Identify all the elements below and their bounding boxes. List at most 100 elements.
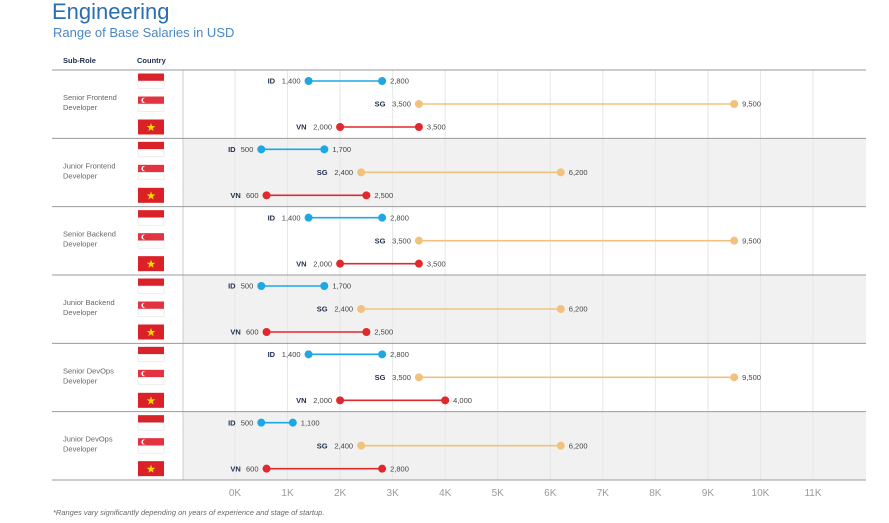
min-dot	[257, 281, 266, 290]
role-label: Junior DevOps	[63, 435, 113, 444]
min-label: 500	[241, 282, 254, 291]
chart-title: Engineering	[52, 0, 170, 24]
flag-stripe-red	[138, 96, 164, 104]
flag-stripe-white	[137, 422, 165, 431]
role-label: Developer	[63, 171, 98, 180]
country-code: VN	[296, 259, 306, 268]
role-label: Junior Backend	[63, 298, 115, 307]
x-tick-label: 1K	[281, 488, 294, 499]
x-tick-label: 3K	[387, 488, 400, 499]
flag-stripe-red	[138, 210, 164, 218]
x-tick-label: 2K	[334, 488, 347, 499]
max-dot	[378, 350, 387, 359]
max-dot	[362, 191, 371, 200]
flag-star	[146, 464, 156, 473]
min-label: 3,500	[392, 100, 411, 109]
max-label: 3,500	[427, 259, 446, 268]
min-label: 600	[246, 464, 259, 473]
country-code: VN	[296, 396, 306, 405]
min-dot	[357, 441, 366, 450]
country-code: ID	[228, 145, 236, 154]
country-code: SG	[375, 100, 386, 109]
max-label: 2,800	[390, 350, 409, 359]
min-label: 1,400	[282, 350, 301, 359]
country-code: VN	[230, 328, 240, 337]
flag-star	[146, 327, 156, 337]
min-dot	[336, 123, 345, 131]
min-label: 3,500	[392, 373, 411, 382]
max-label: 1,700	[332, 282, 351, 291]
flag-vietnam	[138, 324, 164, 340]
flag-stripe-white	[137, 80, 165, 89]
flag-stripe-red	[138, 141, 164, 150]
country-code: ID	[228, 282, 236, 291]
min-label: 3,500	[392, 236, 411, 245]
flag-stripe-white	[137, 285, 165, 294]
max-label: 1,700	[332, 145, 351, 154]
flag-singapore	[137, 164, 165, 181]
min-dot	[304, 350, 313, 359]
flag-stripe-red	[138, 415, 164, 423]
country-code: VN	[296, 123, 306, 132]
flag-stripe-red	[138, 346, 164, 355]
max-label: 9,500	[742, 100, 761, 109]
max-dot	[378, 464, 387, 473]
flag-stripe-white	[137, 354, 165, 363]
flag-star	[146, 396, 156, 405]
country-code: ID	[228, 418, 236, 427]
max-dot	[414, 123, 423, 131]
min-label: 2,400	[334, 305, 353, 314]
min-dot	[336, 396, 345, 405]
flag-stripe-white	[137, 172, 165, 181]
max-dot	[556, 304, 565, 313]
country-code: SG	[317, 168, 328, 177]
flag-stripe-white	[137, 445, 165, 454]
role-label: Senior Backend	[63, 230, 116, 239]
footnote: *Ranges vary significantly depending on …	[53, 508, 325, 517]
country-code: SG	[375, 373, 386, 382]
flag-stripe-white	[137, 308, 165, 317]
country-code: VN	[230, 464, 240, 473]
min-dot	[357, 304, 366, 313]
country-code: SG	[317, 441, 328, 450]
min-dot	[262, 464, 271, 473]
min-label: 1,400	[282, 213, 301, 222]
flag-stripe-red	[138, 73, 164, 81]
flag-stripe-red	[138, 233, 164, 241]
flag-vietnam	[138, 187, 164, 203]
flag-vietnam	[138, 392, 164, 408]
x-tick-label: 10K	[752, 488, 770, 499]
role-label: Developer	[63, 103, 98, 112]
flag-crescent-cut	[142, 98, 148, 103]
country-code: ID	[268, 350, 276, 359]
flag-stripe-red	[138, 438, 164, 446]
max-dot	[414, 259, 423, 268]
role-label: Developer	[63, 240, 98, 249]
max-dot	[556, 441, 565, 450]
x-tick-label: 7K	[597, 488, 610, 499]
min-dot	[414, 100, 423, 108]
min-dot	[262, 191, 271, 200]
max-label: 6,200	[569, 305, 588, 314]
flag-stripe-white	[137, 240, 165, 249]
role-label: Developer	[63, 376, 98, 385]
max-dot	[730, 236, 739, 245]
min-label: 2,000	[313, 123, 332, 132]
sub-role-header: Sub-Role	[63, 56, 96, 65]
min-label: 2,000	[313, 396, 332, 405]
flag-indonesia	[137, 278, 165, 294]
flag-crescent-cut	[142, 371, 148, 376]
max-label: 2,800	[390, 464, 409, 473]
flag-vietnam	[138, 256, 164, 272]
min-dot	[357, 168, 366, 177]
flag-indonesia	[137, 73, 165, 89]
flag-star	[146, 123, 156, 132]
flag-crescent-cut	[142, 166, 148, 171]
max-label: 2,500	[374, 328, 393, 337]
max-dot	[556, 168, 565, 177]
min-label: 500	[241, 145, 254, 154]
max-label: 6,200	[569, 441, 588, 450]
flag-singapore	[137, 301, 165, 317]
country-code: SG	[317, 305, 328, 314]
chart-subtitle: Range of Base Salaries in USD	[53, 25, 235, 40]
